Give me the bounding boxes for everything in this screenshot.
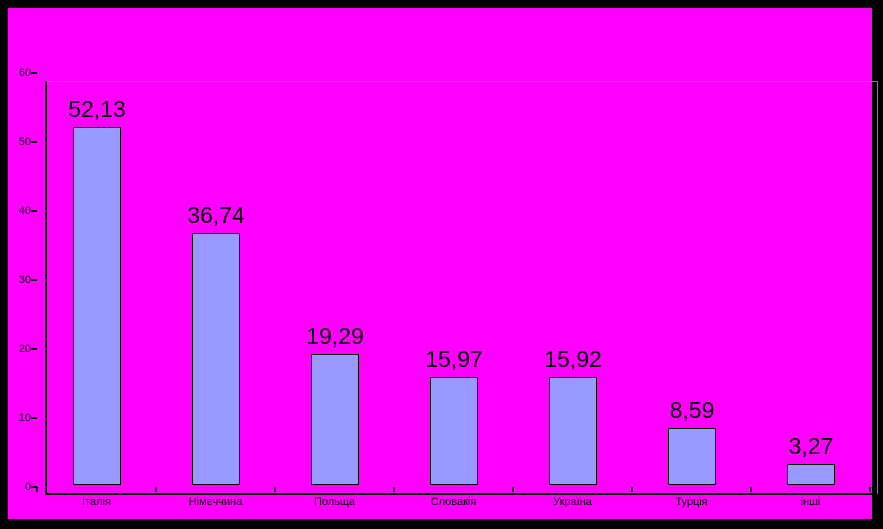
bar <box>311 354 359 485</box>
y-axis-label: 30 <box>18 274 31 286</box>
bar <box>430 377 478 485</box>
bar-value-label: 19,29 <box>306 323 364 349</box>
y-axis-label: 60 <box>18 67 31 79</box>
plot-area <box>45 81 878 495</box>
x-axis-tick <box>274 487 276 492</box>
bar <box>668 428 716 485</box>
bar-value-label: 15,97 <box>425 346 483 372</box>
category-label: Польща <box>313 496 356 508</box>
bar-value-label: 36,74 <box>187 202 245 228</box>
y-axis-label: 20 <box>18 343 31 355</box>
x-axis-tick <box>631 487 633 492</box>
y-axis-tick <box>31 348 37 350</box>
y-axis-label: 50 <box>18 136 31 148</box>
bar <box>787 464 835 485</box>
y-axis-tick <box>31 141 37 143</box>
x-axis-tick <box>155 487 157 492</box>
category-label: інші <box>800 496 821 508</box>
category-label: Італія <box>82 496 111 508</box>
x-axis-tick <box>750 487 752 492</box>
bar <box>192 233 240 485</box>
x-axis-tick <box>512 487 514 492</box>
y-axis-tick <box>31 486 37 488</box>
bar-value-label: 8,59 <box>669 397 715 423</box>
x-axis-tick <box>869 487 871 492</box>
y-axis-tick <box>31 417 37 419</box>
y-axis-label: 0 <box>24 481 31 493</box>
category-label: Словакія <box>430 496 477 508</box>
y-axis-label: 10 <box>18 412 31 424</box>
bar <box>73 127 121 485</box>
bar-value-label: 3,27 <box>788 433 834 459</box>
category-label: Турція <box>675 496 708 508</box>
y-axis-tick <box>31 279 37 281</box>
category-label: Україна <box>553 496 592 508</box>
y-axis-label: 40 <box>18 205 31 217</box>
y-axis-tick <box>31 72 37 74</box>
y-axis-tick <box>31 210 37 212</box>
bar-value-label: 15,92 <box>544 346 602 372</box>
category-label: Німеччина <box>188 496 243 508</box>
bar-value-label: 52,13 <box>68 96 126 122</box>
bar <box>549 377 597 485</box>
x-axis-tick <box>393 487 395 492</box>
x-axis-tick <box>36 487 38 492</box>
